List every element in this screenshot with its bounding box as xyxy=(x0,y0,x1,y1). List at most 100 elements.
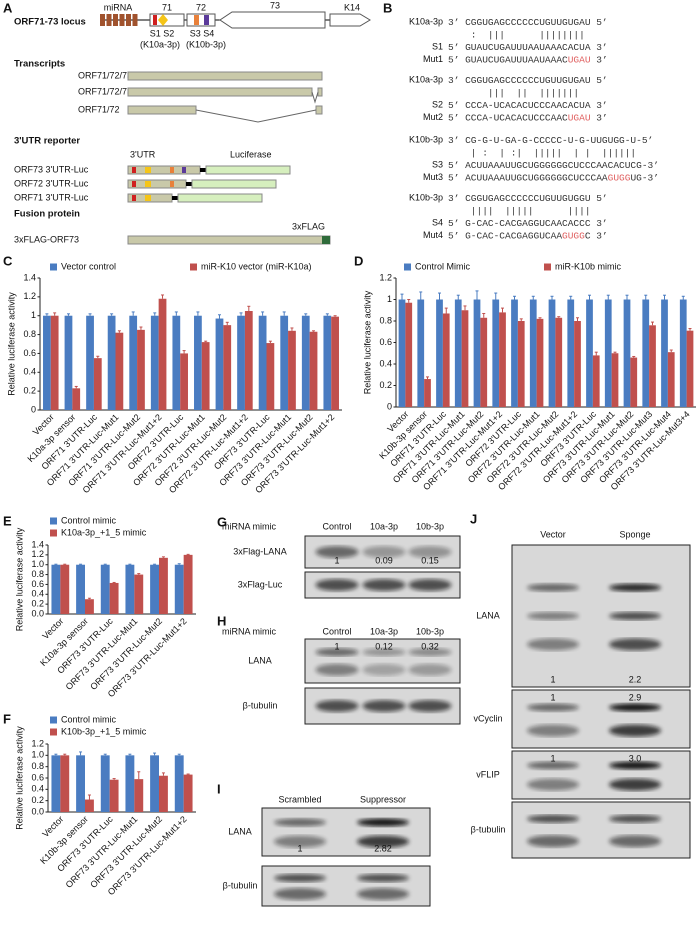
section-title: Transcripts xyxy=(14,59,65,70)
y-tick-label: 0.4 xyxy=(31,589,44,599)
legend-swatch xyxy=(50,716,57,724)
blot-band xyxy=(527,703,579,712)
sequence-part: 3’ CGGUGAGCCCCCCUGUUGUGAU 5’ xyxy=(448,75,608,86)
blot-band xyxy=(527,583,579,592)
bar xyxy=(194,315,202,410)
legend-label: Control mimic xyxy=(61,515,117,525)
sequence-part: 3’ CGGUGAGCCCCCCUGUUGUGGU 5’ xyxy=(448,193,608,204)
y-tick-label: 1.2 xyxy=(31,549,44,559)
y-tick-label: 0.8 xyxy=(23,329,36,339)
bar xyxy=(237,315,245,410)
fusion-bar xyxy=(127,235,331,245)
bar xyxy=(331,316,339,410)
bar xyxy=(134,574,144,614)
y-axis-title: Relative luciferase activity xyxy=(6,292,16,396)
bar xyxy=(93,358,102,410)
lane-label: 10a-3p xyxy=(370,521,398,531)
legend-swatch xyxy=(50,517,57,525)
bar xyxy=(592,355,600,407)
panel-letter: H xyxy=(217,613,226,628)
bar xyxy=(405,302,413,407)
band-quantity: 3.0 xyxy=(629,753,642,763)
blot-band xyxy=(315,663,359,676)
section-title: Fusion protein xyxy=(14,209,80,220)
bar xyxy=(442,313,450,407)
bar xyxy=(492,299,500,407)
bar xyxy=(76,564,85,614)
mirna-label: miRNA xyxy=(104,2,133,12)
bar xyxy=(215,318,224,410)
reporter-label: ORF73 3'UTR-Luc xyxy=(14,164,89,174)
splice xyxy=(311,91,319,104)
bar xyxy=(125,564,135,614)
bar xyxy=(604,299,612,407)
transcript-label: ORF71/72/73 xyxy=(78,86,132,96)
sequence-part: 5’ CCCA-UCACACUCCCAAC xyxy=(448,112,568,123)
sequence: 5’ ACUUAAAUUGCUGGGGGGCUCCCAAGUGGUG-3’ xyxy=(448,172,659,183)
y-tick-label: 1.4 xyxy=(23,272,36,282)
y-tick-label: 0 xyxy=(31,404,36,414)
blot-band xyxy=(527,761,579,770)
sequence-part: GUGG xyxy=(562,230,585,241)
blot-header: miRNA mimic xyxy=(222,521,276,531)
bar xyxy=(623,299,631,407)
blot-band xyxy=(408,546,452,558)
blot-row-label: 3xFlag-Luc xyxy=(238,579,283,589)
panel-letter: B xyxy=(383,0,392,15)
blot-band xyxy=(362,648,406,657)
mirna-name: (K10a-3p) xyxy=(140,39,180,49)
blot-band xyxy=(357,874,409,882)
lane-label: 10a-3p xyxy=(370,626,398,636)
bar xyxy=(51,564,61,614)
sequence-name: K10b-3p xyxy=(409,134,443,144)
blot-band xyxy=(609,761,661,770)
blot-band xyxy=(274,888,326,900)
blot-row-label: LANA xyxy=(228,826,252,836)
lane-label: Vector xyxy=(540,529,566,539)
y-tick-label: 0.4 xyxy=(23,367,36,377)
bar xyxy=(529,299,537,407)
y-tick-label: 1.0 xyxy=(31,559,44,569)
sequence-name: S3 xyxy=(432,159,443,169)
y-tick-label: 1 xyxy=(31,310,36,320)
sequence-part: UGAU xyxy=(568,112,591,123)
sequence-name: K10b-3p xyxy=(409,192,443,202)
legend-label: Control Mimic xyxy=(415,261,471,271)
blot-background xyxy=(511,689,691,749)
sequence-part: C 3’ xyxy=(585,230,608,241)
sequence-part: 5’ GUAUCUGAUUUAAUAAAC xyxy=(448,54,568,65)
blot-band xyxy=(357,818,409,827)
blot-band xyxy=(315,579,359,591)
blot-row-label: vCyclin xyxy=(473,713,502,723)
bar xyxy=(158,298,167,410)
band-quantity: 2.2 xyxy=(629,674,642,684)
blot-row-label: vFLIP xyxy=(476,769,500,779)
blot-row-label: β-tubulin xyxy=(223,880,258,890)
sequence-part: UG-3’ xyxy=(630,172,659,183)
legend-label: miR-K10b mimic xyxy=(555,261,622,271)
k14 xyxy=(329,13,371,27)
blot-band xyxy=(609,724,661,737)
reporter-label: ORF72 3'UTR-Luc xyxy=(14,178,89,188)
sequence: 5’ G-CAC-CACGAGGUCAAGUGGC 3’ xyxy=(448,230,608,241)
band-quantity: 2.9 xyxy=(629,692,642,702)
legend-label: Vector control xyxy=(61,261,116,271)
gene-label: 71 xyxy=(162,2,172,12)
band-quantity: 0.12 xyxy=(375,641,393,651)
bar xyxy=(499,312,506,407)
bar xyxy=(661,299,668,407)
sequence-name: S4 xyxy=(432,217,443,227)
y-tick-label: 0.2 xyxy=(379,380,392,390)
y-axis-title: Relative luciferase activity xyxy=(14,726,24,830)
sequence-part: : ||| |||||||| xyxy=(448,29,585,40)
bar xyxy=(309,331,318,410)
band-quantity: 0.32 xyxy=(421,641,439,651)
panel-letter: F xyxy=(3,711,11,726)
y-tick-label: 0.2 xyxy=(31,599,44,609)
blot-band xyxy=(315,546,359,558)
y-axis-title: Relative luciferase activity xyxy=(14,527,24,631)
mirna-cluster xyxy=(100,14,138,26)
y-tick-label: 0.8 xyxy=(379,315,392,325)
panel-letter: J xyxy=(470,511,477,526)
bar xyxy=(424,379,431,407)
